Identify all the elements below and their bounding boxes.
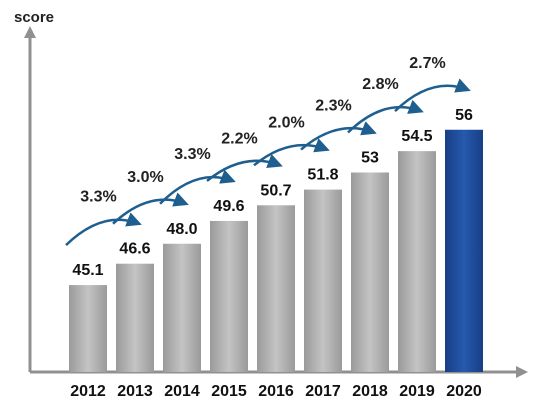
growth-arrow-2017-2018 <box>300 121 377 151</box>
bars-group <box>69 129 483 372</box>
x-tick-2014: 2014 <box>164 383 200 400</box>
x-tick-2019: 2019 <box>399 383 435 400</box>
value-label-2012: 45.1 <box>72 262 103 279</box>
bar-2014 <box>163 243 201 372</box>
bar-2017 <box>304 189 342 372</box>
x-tick-2012: 2012 <box>70 383 106 400</box>
value-label-2014: 48.0 <box>166 221 197 238</box>
growth-arrow-2015-2016 <box>206 153 283 182</box>
growth-label-2018: 2.3% <box>315 98 351 115</box>
growth-label-2019: 2.8% <box>362 76 398 93</box>
x-tick-2016: 2016 <box>258 383 294 400</box>
y-axis-arrowhead <box>24 26 36 38</box>
bar-2018 <box>351 172 389 372</box>
x-tick-2015: 2015 <box>211 383 247 400</box>
growth-arrow-2013-2014 <box>112 192 189 225</box>
bar-2015 <box>210 220 248 372</box>
bar-2012 <box>69 285 107 372</box>
bar-2013 <box>116 263 154 372</box>
bar-2016 <box>257 205 295 372</box>
value-label-2019: 54.5 <box>401 128 432 145</box>
value-label-2013: 46.6 <box>119 241 150 258</box>
value-labels-group: 45.1 46.6 48.0 49.6 50.7 51.8 53 54.5 56 <box>72 107 473 279</box>
growth-label-2017: 2.0% <box>268 115 304 132</box>
growth-arrow-2016-2017 <box>253 138 330 167</box>
x-axis-arrowhead <box>516 366 528 378</box>
value-label-2017: 51.8 <box>307 167 338 184</box>
growth-arrow-2014-2015 <box>159 169 236 205</box>
bar-2020 <box>445 129 483 372</box>
x-tick-labels-group: 2012 2013 2014 2015 2016 2017 2018 2019 2020 <box>70 383 482 400</box>
x-tick-2018: 2018 <box>352 383 388 400</box>
growth-arrow-2019-2020 <box>394 78 471 113</box>
x-tick-2013: 2013 <box>117 383 153 400</box>
growth-label-2015: 3.3% <box>174 146 210 163</box>
value-label-2018: 53 <box>361 150 379 167</box>
growth-arrow-2012-2013 <box>65 212 142 246</box>
value-label-2020: 56 <box>455 107 473 124</box>
y-axis-label: score <box>14 9 54 26</box>
growth-label-2013: 3.3% <box>80 189 116 206</box>
growth-label-2016: 2.2% <box>221 130 257 147</box>
growth-arrow-2018-2019 <box>347 99 424 134</box>
growth-label-2014: 3.0% <box>127 169 163 186</box>
growth-arrows-group: 3.3% 3.0% 3.3% 2.2% 2.0% 2.3% 2.8% 2.7% <box>65 55 471 246</box>
value-label-2015: 49.6 <box>213 198 244 215</box>
growth-label-2020: 2.7% <box>409 55 445 72</box>
bar-2019 <box>398 151 436 372</box>
x-tick-2017: 2017 <box>305 383 341 400</box>
x-tick-2020: 2020 <box>446 383 482 400</box>
value-label-2016: 50.7 <box>260 182 291 199</box>
